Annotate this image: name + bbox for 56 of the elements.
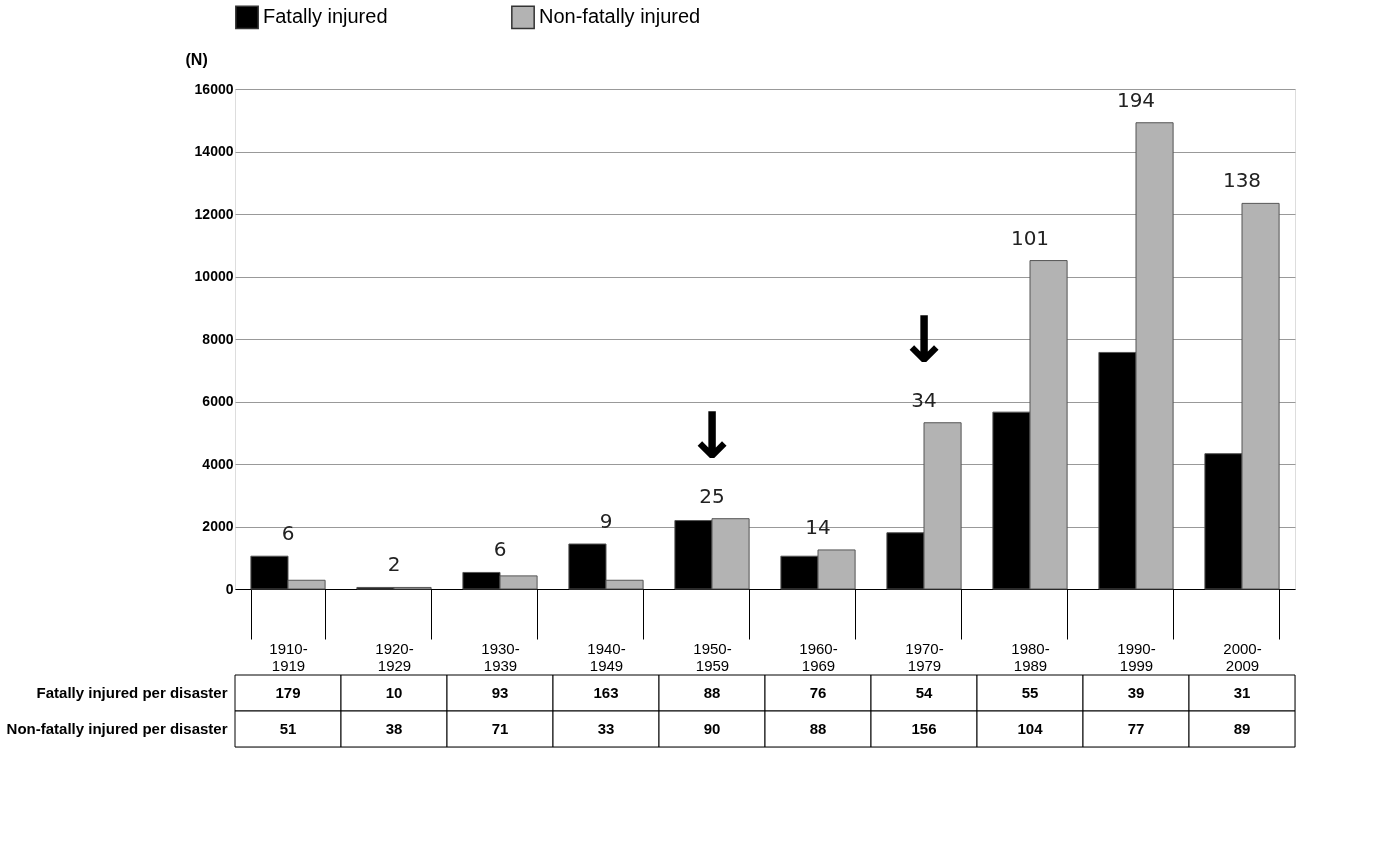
x-tick-label: 2000-2009 xyxy=(1223,639,1262,674)
text: 77 xyxy=(1127,720,1145,737)
x-tick-label: 1980-1989 xyxy=(1011,639,1050,674)
text: 54 xyxy=(915,684,933,701)
text: 89 xyxy=(1233,720,1251,737)
annotation: 34 xyxy=(911,387,937,412)
text: 55 xyxy=(1021,684,1039,701)
x-tick-label: 1990-1999 xyxy=(1117,639,1156,674)
annotation: 6 xyxy=(493,537,507,562)
x-tick-label: 1960-1969 xyxy=(799,639,838,674)
text: 90 xyxy=(703,720,721,737)
text: 33 xyxy=(597,720,615,737)
text: 163 xyxy=(593,684,619,701)
legend-label: Non-fatally injured xyxy=(539,5,701,28)
x-tick-label: 1970-1979 xyxy=(905,639,944,674)
annotation: 6 xyxy=(281,521,295,546)
y-tick-label: 14000 xyxy=(194,143,234,159)
text: 88 xyxy=(703,684,721,701)
text: 31 xyxy=(1233,684,1251,701)
legend-label: Fatally injured xyxy=(263,5,388,28)
annotation: 2 xyxy=(387,552,401,577)
text: 156 xyxy=(911,720,937,737)
annotation: 194 xyxy=(1116,87,1156,112)
y-tick-label: 8000 xyxy=(202,330,234,347)
y-tick-label: 10000 xyxy=(194,268,234,284)
text: Fatally injured per disaster xyxy=(36,684,228,701)
text: 39 xyxy=(1127,684,1145,701)
y-tick-label: 16000 xyxy=(194,80,234,97)
x-tick-label: 1950-1959 xyxy=(693,639,732,674)
text: 76 xyxy=(809,684,827,701)
y-axis-title: (N) xyxy=(185,50,208,68)
x-tick-label: 1910-1919 xyxy=(269,639,308,674)
text: 179 xyxy=(275,684,301,701)
text: 51 xyxy=(279,720,297,737)
y-tick-label: 4000 xyxy=(202,455,234,472)
y-tick-label: 2000 xyxy=(202,518,234,534)
annotation: 101 xyxy=(1010,225,1050,250)
x-tick-label: 1930-1939 xyxy=(481,639,520,674)
text: 71 xyxy=(491,720,509,737)
x-tick-label: 1920-1929 xyxy=(375,639,414,674)
y-tick-label: 6000 xyxy=(202,393,234,409)
annotation: 25 xyxy=(699,483,725,508)
text: 93 xyxy=(491,684,509,701)
x-tick-label: 1940-1949 xyxy=(587,639,626,674)
y-tick-label: 12000 xyxy=(194,205,234,222)
y-tick-label: 0 xyxy=(225,580,234,597)
annotation: 14 xyxy=(805,514,831,539)
text: 38 xyxy=(385,720,403,737)
text: 88 xyxy=(809,720,827,737)
text: Non-fatally injured per disaster xyxy=(6,720,228,737)
annotation: ↓ xyxy=(897,302,951,377)
annotation: ↓ xyxy=(685,398,739,473)
text: 10 xyxy=(385,684,403,701)
annotation: 9 xyxy=(599,509,613,533)
text: 104 xyxy=(1017,720,1044,737)
annotation: 138 xyxy=(1222,168,1262,193)
